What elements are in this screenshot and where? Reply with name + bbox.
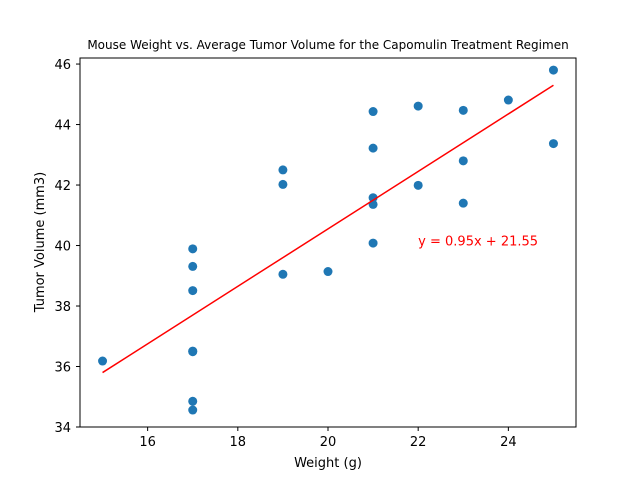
- data-point: [368, 193, 378, 203]
- regression-line: [102, 84, 554, 374]
- data-point: [323, 267, 333, 277]
- y-axis-ticks: 34 36 38 40 42 44 46: [54, 58, 80, 436]
- y-tick-label: 44: [54, 119, 71, 134]
- data-layer: [98, 65, 558, 415]
- regression-equation-label: y = 0.95x + 21.55: [418, 235, 538, 250]
- data-point: [278, 179, 288, 189]
- y-tick-label: 42: [54, 179, 71, 194]
- plot-area: [80, 58, 576, 427]
- data-point: [368, 238, 378, 248]
- y-tick-label: 34: [54, 421, 71, 436]
- data-point: [98, 356, 108, 366]
- data-point: [458, 198, 468, 208]
- x-tick-label: 22: [410, 435, 427, 450]
- data-point: [413, 180, 423, 190]
- y-tick-label: 40: [54, 240, 71, 255]
- x-tick-label: 16: [139, 435, 156, 450]
- x-axis-label: Weight (g): [294, 456, 362, 471]
- data-point: [548, 139, 558, 149]
- data-point: [188, 347, 198, 357]
- x-tick-label: 24: [500, 435, 517, 450]
- data-point: [188, 244, 198, 254]
- x-axis-ticks: 16 18 20 22 24: [139, 427, 517, 450]
- x-tick-label: 20: [320, 435, 337, 450]
- y-tick-label: 46: [54, 58, 71, 73]
- y-axis-label: Tumor Volume (mm3): [33, 172, 48, 314]
- data-point: [368, 107, 378, 117]
- data-point: [413, 101, 423, 111]
- data-point: [278, 269, 288, 279]
- data-point: [548, 65, 558, 75]
- data-point: [368, 143, 378, 153]
- data-point: [188, 261, 198, 271]
- data-point: [458, 105, 468, 115]
- chart-title: Mouse Weight vs. Average Tumor Volume fo…: [87, 38, 568, 52]
- data-point: [278, 165, 288, 175]
- data-point: [368, 199, 378, 209]
- y-tick-label: 38: [54, 300, 71, 315]
- y-tick-label: 36: [54, 361, 71, 376]
- data-point: [188, 396, 198, 406]
- data-point: [458, 156, 468, 166]
- data-point: [188, 405, 198, 415]
- data-point: [188, 286, 198, 296]
- x-tick-label: 18: [230, 435, 247, 450]
- data-point: [503, 95, 513, 105]
